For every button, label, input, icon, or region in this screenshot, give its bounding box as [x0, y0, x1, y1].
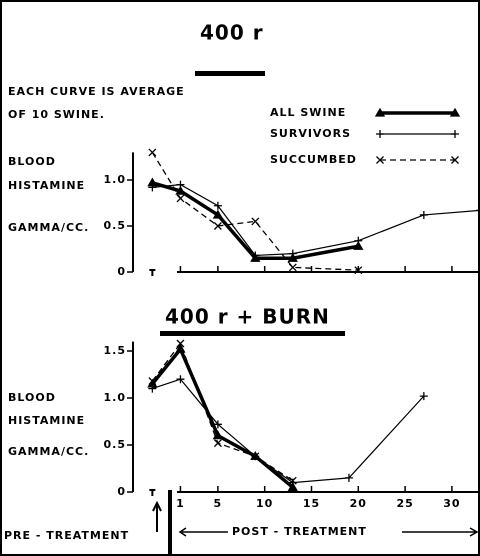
y-axis-label: BLOOD [8, 155, 56, 168]
data-point [354, 266, 363, 275]
x-tick-label: 10 [256, 497, 273, 510]
x-tick-label: 5 [214, 497, 223, 510]
data-point [176, 375, 185, 384]
data-point [176, 194, 185, 203]
legend-label: SUCCUMBED [270, 153, 357, 166]
y-axis-label: GAMMA/CC. [8, 445, 89, 458]
data-point [353, 240, 364, 250]
series-line [151, 342, 294, 482]
arrow [178, 527, 479, 537]
x-tick-label: 15 [303, 497, 320, 510]
legend-label: ALL SWINE [270, 106, 346, 119]
legend-marker [376, 130, 384, 138]
y-axis-label: HISTAMINE [8, 179, 85, 192]
chart-title: 400 r + BURN [165, 305, 330, 329]
annotation: OF 10 SWINE. [8, 108, 105, 121]
series-line [151, 152, 359, 271]
pretreatment-tick [149, 489, 156, 496]
pretreatment-tick [149, 269, 156, 276]
data-point [176, 180, 185, 189]
x-tick-label: 25 [396, 497, 413, 510]
y-tick-label: 0 [117, 485, 126, 498]
legend-marker [451, 156, 459, 164]
data-point [251, 217, 260, 226]
y-axis-label: HISTAMINE [8, 414, 85, 427]
data-point [212, 209, 224, 219]
legend-marker [376, 156, 384, 164]
legend-marker [449, 107, 461, 117]
treatment-divider [168, 490, 172, 556]
data-point [148, 148, 157, 157]
y-axis-label: GAMMA/CC. [8, 221, 89, 234]
data-point [212, 430, 224, 440]
y-tick-label: 0.5 [104, 438, 127, 451]
x-tick-label: 30 [443, 497, 460, 510]
data-point [213, 439, 222, 448]
data-point [251, 452, 260, 461]
chart-title: 400 r [200, 21, 264, 45]
series-line [152, 183, 480, 257]
data-point [148, 183, 157, 192]
y-tick-label: 1.0 [104, 391, 127, 404]
data-point [213, 222, 222, 230]
x-axis-label: POST - TREATMENT [232, 525, 367, 538]
data-point [419, 210, 428, 219]
data-point [288, 476, 297, 485]
arrow [152, 500, 162, 532]
data-point [251, 251, 260, 260]
data-point [287, 252, 298, 262]
annotation: EACH CURVE IS AVERAGE [8, 85, 185, 98]
data-point [148, 384, 157, 393]
title-bar [195, 71, 265, 76]
series-line [152, 378, 425, 484]
legend-marker [451, 130, 459, 138]
data-point [288, 263, 297, 272]
data-point [288, 249, 297, 258]
y-tick-label: 1.5 [104, 344, 127, 357]
data-point [287, 481, 298, 491]
data-point [213, 420, 222, 429]
x-axis-label: PRE - TREATMENT [4, 529, 129, 542]
data-point [354, 236, 363, 245]
x-tick-label: 1 [176, 497, 185, 510]
data-point [344, 473, 353, 482]
data-point [176, 339, 185, 348]
data-point [213, 201, 222, 210]
y-tick-label: 0.5 [104, 219, 127, 232]
legend-marker [374, 107, 386, 117]
x-tick-label: 20 [350, 497, 367, 510]
data-point [148, 377, 157, 386]
y-axis-label: BLOOD [8, 391, 56, 404]
title-bar [160, 331, 345, 336]
y-tick-label: 1.0 [104, 173, 127, 186]
data-point [419, 392, 428, 401]
data-point [175, 185, 186, 195]
data-point [476, 206, 480, 215]
y-tick-label: 0 [117, 265, 126, 278]
legend-label: SURVIVORS [270, 127, 351, 140]
